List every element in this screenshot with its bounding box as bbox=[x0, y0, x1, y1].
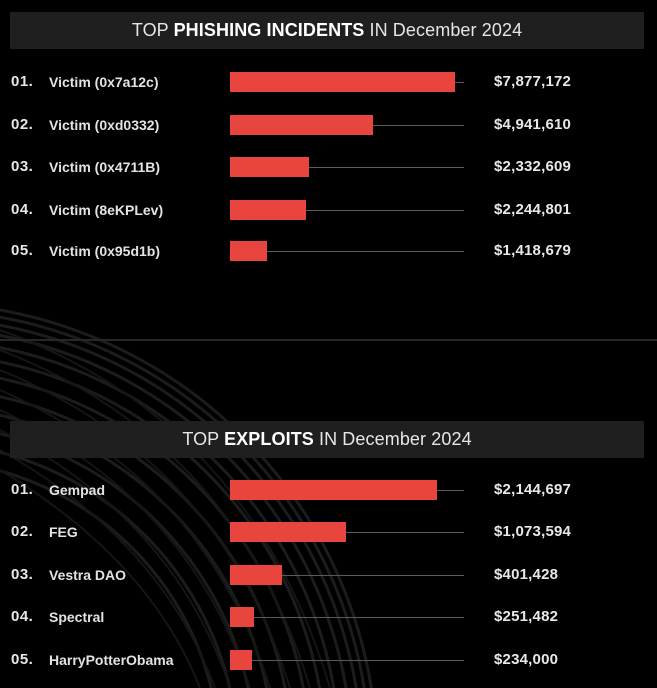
victim-name: Victim (8eKPLev) bbox=[49, 202, 164, 218]
bar bbox=[230, 607, 254, 627]
loss-value: $7,877,172 bbox=[494, 73, 572, 90]
exploits-title: TOP EXPLOITS IN December 2024 bbox=[10, 421, 644, 458]
title-bold: EXPLOITS bbox=[224, 429, 314, 449]
rank: 05. bbox=[11, 242, 34, 259]
rank: 01. bbox=[11, 481, 34, 498]
bar-track bbox=[230, 167, 464, 168]
bar-track bbox=[230, 210, 464, 211]
exploit-name: Vestra DAO bbox=[49, 567, 127, 583]
phishing-row-3: 03. Victim (0x4711B) $2,332,609 bbox=[0, 157, 657, 179]
title-suffix: IN December 2024 bbox=[364, 20, 523, 40]
bar-track bbox=[230, 532, 464, 533]
victim-name: Victim (0x4711B) bbox=[49, 159, 161, 175]
loss-value: $234,000 bbox=[494, 651, 559, 668]
exploit-name: FEG bbox=[49, 524, 78, 540]
exploits-row-3: 03. Vestra DAO $401,428 bbox=[0, 565, 657, 587]
exploit-name: Spectral bbox=[49, 609, 105, 625]
exploits-row-4: 04. Spectral $251,482 bbox=[0, 607, 657, 629]
rank: 01. bbox=[11, 73, 34, 90]
loss-value: $1,418,679 bbox=[494, 242, 572, 259]
exploit-name: HarryPotterObama bbox=[49, 652, 174, 668]
rank: 02. bbox=[11, 116, 34, 133]
loss-value: $2,244,801 bbox=[494, 201, 572, 218]
title-prefix: TOP bbox=[182, 429, 225, 449]
phishing-title: TOP PHISHING INCIDENTS IN December 2024 bbox=[10, 12, 644, 49]
loss-value: $251,482 bbox=[494, 608, 559, 625]
rank: 02. bbox=[11, 523, 34, 540]
phishing-row-4: 04. Victim (8eKPLev) $2,244,801 bbox=[0, 200, 657, 222]
loss-value: $401,428 bbox=[494, 566, 559, 583]
bar bbox=[230, 650, 252, 670]
victim-name: Victim (0x7a12c) bbox=[49, 74, 159, 90]
victim-name: Victim (0x95d1b) bbox=[49, 243, 161, 259]
title-prefix: TOP bbox=[131, 20, 174, 40]
victim-name: Victim (0xd0332) bbox=[49, 117, 160, 133]
loss-value: $2,144,697 bbox=[494, 481, 572, 498]
title-bold: PHISHING INCIDENTS bbox=[173, 20, 365, 40]
bar bbox=[230, 115, 373, 135]
exploit-name: Gempad bbox=[49, 482, 106, 498]
bar-track bbox=[230, 617, 464, 618]
title-suffix: IN December 2024 bbox=[313, 429, 472, 449]
bar bbox=[230, 565, 282, 585]
exploits-row-2: 02. FEG $1,073,594 bbox=[0, 522, 657, 544]
bar-track bbox=[230, 660, 464, 661]
rank: 04. bbox=[11, 608, 34, 625]
bar bbox=[230, 72, 455, 92]
exploits-row-5: 05. HarryPotterObama $234,000 bbox=[0, 650, 657, 672]
rank: 04. bbox=[11, 201, 34, 218]
exploits-row-1: 01. Gempad $2,144,697 bbox=[0, 480, 657, 502]
section-divider bbox=[0, 339, 657, 341]
phishing-row-2: 02. Victim (0xd0332) $4,941,610 bbox=[0, 115, 657, 137]
bar bbox=[230, 480, 437, 500]
rank: 03. bbox=[11, 158, 34, 175]
bar bbox=[230, 157, 309, 177]
bar bbox=[230, 241, 267, 261]
bar bbox=[230, 200, 306, 220]
rank: 05. bbox=[11, 651, 34, 668]
bar-track bbox=[230, 251, 464, 252]
phishing-row-5: 05. Victim (0x95d1b) $1,418,679 bbox=[0, 241, 657, 263]
bar-track bbox=[230, 575, 464, 576]
loss-value: $1,073,594 bbox=[494, 523, 572, 540]
loss-value: $4,941,610 bbox=[494, 116, 572, 133]
phishing-row-1: 01. Victim (0x7a12c) $7,877,172 bbox=[0, 72, 657, 94]
loss-value: $2,332,609 bbox=[494, 158, 572, 175]
bar bbox=[230, 522, 346, 542]
rank: 03. bbox=[11, 566, 34, 583]
